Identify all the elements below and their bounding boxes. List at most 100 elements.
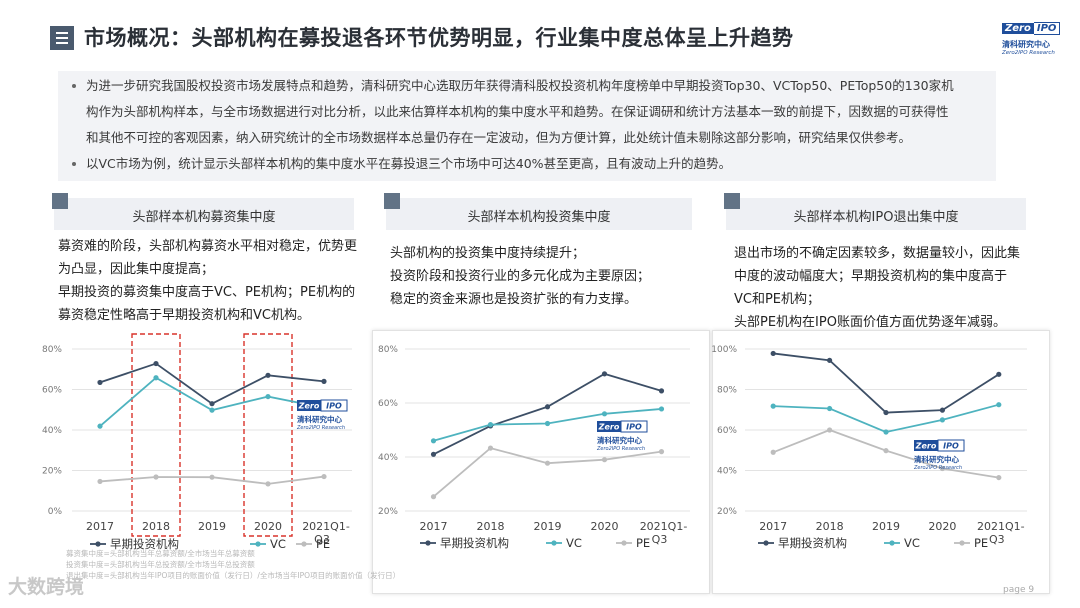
y-tick-label: 80% — [42, 345, 62, 355]
intro-line-4: 以VC市场为例，统计显示头部样本机构的集中度水平在募投退三个市场中可达40%甚至… — [86, 156, 732, 171]
chart-logo-cn: 清科研究中心 — [297, 414, 342, 424]
page-number: page 9 — [1003, 585, 1035, 595]
data-point-早期投资机构 — [209, 401, 215, 407]
y-tick-label: 100% — [711, 345, 737, 355]
logo-en: Zero2IPO Research — [1002, 50, 1055, 56]
desc-line: 中度的波动幅度大；早期投资机构的集中度高于 — [734, 269, 1008, 284]
x-tick-label: 2018 — [477, 520, 505, 533]
data-point-早期投资机构 — [97, 379, 103, 386]
desc-line: 投资阶段和投资行业的多元化成为主要原因； — [390, 269, 651, 284]
chart-logo-zero: Zero — [915, 442, 937, 451]
data-point-VC — [883, 429, 889, 435]
chart-logo-ipo-box — [320, 399, 348, 412]
x-tick-label: 2019 — [872, 520, 900, 533]
x-tick-label: Q3 — [989, 533, 1005, 546]
desc-line: 退出市场的不确定因素较多，数据量较小，因此集 — [734, 246, 1021, 261]
legend-marker-PE — [959, 540, 965, 546]
chart-logo-cn: 清科研究中心 — [597, 435, 642, 445]
intro-bullet-1: 为进一步研究我国股权投资市场发展特点和趋势，清科研究中心选取历年获得清科股权投资… — [72, 73, 954, 151]
chart-logo-zero-box — [597, 421, 621, 432]
data-point-VC — [996, 402, 1002, 408]
x-tick-label: 2020 — [928, 520, 956, 533]
x-tick-label: 2020 — [591, 520, 619, 533]
chart-logo-ipo-box — [620, 420, 648, 433]
legend-label-VC: VC — [566, 536, 582, 550]
x-tick-label: 2021Q1- — [640, 520, 688, 533]
data-point-PE — [209, 474, 215, 480]
desc-line: VC和PE机构； — [734, 292, 821, 307]
y-tick-label: 80% — [378, 345, 398, 355]
bullet-dot — [72, 84, 76, 88]
chart-1: 0% 20% 40% 60% 80% 2017 2018 2019 2020 2021Q1-Q3 Z… — [42, 333, 352, 551]
data-point-早期投资机构 — [939, 407, 946, 413]
chart-3: 20% 40% 60% 80% 100% 2017 2018 2019 2020 2021Q1-Q… — [711, 345, 1027, 550]
data-point-VC — [487, 422, 494, 428]
data-point-PE — [883, 448, 889, 454]
data-point-早期投资机构 — [430, 451, 437, 457]
data-point-PE — [430, 494, 437, 500]
legend-marker-VC — [889, 540, 895, 546]
series-line-VC — [773, 403, 1000, 433]
data-point-早期投资机构 — [544, 404, 551, 410]
chart-frame-investment — [372, 330, 710, 594]
data-point-PE — [827, 427, 833, 433]
highlight-box-2020 — [243, 333, 293, 537]
data-point-PE — [265, 481, 271, 487]
chart-logo-ipo-box — [937, 439, 965, 452]
x-tick-label: 2018 — [816, 520, 844, 533]
y-tick-label: 60% — [378, 399, 398, 409]
data-point-VC — [430, 438, 437, 444]
data-point-PE — [601, 457, 608, 463]
chart-logo-en: Zero2IPO Research — [913, 465, 962, 471]
series-line-PE — [432, 447, 662, 498]
heading-square-icon — [52, 193, 68, 209]
series-line-早期投资机构 — [773, 352, 1000, 414]
legend-label-早期投资机构: 早期投资机构 — [778, 536, 847, 550]
data-point-PE — [939, 465, 946, 472]
data-point-VC — [601, 411, 608, 417]
data-point-VC — [265, 393, 271, 400]
panel-desc-fundraising: 募资难的阶段，头部机构募资水平相对稳定，优势更 为凸显，因此集中度提高； 早期投… — [58, 235, 357, 327]
intro-bullet-2: 以VC市场为例，统计显示头部样本机构的集中度水平在募投退三个市场中可达40%甚至… — [72, 151, 731, 177]
data-point-PE — [544, 460, 551, 466]
chart-logo-zero-box — [297, 400, 321, 411]
chart-logo-zero-box — [914, 440, 938, 451]
data-point-PE — [658, 449, 665, 455]
logo-cn: 清科研究中心 — [1002, 40, 1050, 49]
chart-logo-ipo: IPO — [626, 423, 642, 432]
chart-2: 20% 40% 60% 80% 2017 2018 2019 2020 2021Q1-Q3 Zer… — [378, 345, 690, 550]
data-point-VC — [827, 405, 833, 412]
chart-logo-zero: Zero — [298, 402, 320, 411]
bullet-dot — [72, 162, 76, 166]
desc-line: 募资难的阶段，头部机构募资水平相对稳定，优势更 — [58, 239, 358, 254]
data-point-VC — [209, 407, 215, 413]
legend-label-早期投资机构: 早期投资机构 — [440, 536, 509, 550]
intro-line-3: 和其他不可控的客观因素，纳入研究统计的全市场数据样本总量仍存在一定波动，但为方便… — [86, 130, 912, 145]
x-tick-label: 2021Q1- — [977, 520, 1025, 533]
heading-square-icon — [384, 193, 400, 209]
data-point-早期投资机构 — [827, 357, 833, 363]
data-point-早期投资机构 — [265, 372, 271, 378]
x-tick-label: 2017 — [420, 520, 448, 533]
chart-logo-zero: Zero — [598, 423, 620, 432]
data-point-PE — [996, 474, 1002, 481]
y-tick-label: 0% — [48, 507, 63, 517]
legend-label-早期投资机构: 早期投资机构 — [110, 537, 179, 551]
footnote-investment: 投资集中度=头部机构当年总投资额/全市场当年总投资额 — [66, 560, 255, 569]
x-tick-label: 2019 — [534, 520, 562, 533]
legend-label-PE: PE — [974, 536, 988, 550]
y-tick-label: 20% — [717, 507, 737, 517]
desc-line: 稳定的资金来源也是投资扩张的有力支撑。 — [390, 292, 638, 307]
panel-desc-investment: 头部机构的投资集中度持续提升； 投资阶段和投资行业的多元化成为主要原因； 稳定的… — [390, 242, 650, 311]
y-tick-label: 60% — [42, 386, 62, 396]
x-tick-label: 2020 — [254, 520, 282, 533]
title-menu-icon — [50, 26, 74, 50]
data-point-PE — [487, 445, 494, 451]
data-point-PE — [321, 473, 327, 480]
y-tick-label: 40% — [378, 453, 398, 463]
y-tick-label: 60% — [717, 426, 737, 436]
intro-box: 为进一步研究我国股权投资市场发展特点和趋势，清科研究中心选取历年获得清科股权投资… — [58, 71, 996, 181]
legend-label-VC: VC — [270, 537, 286, 551]
